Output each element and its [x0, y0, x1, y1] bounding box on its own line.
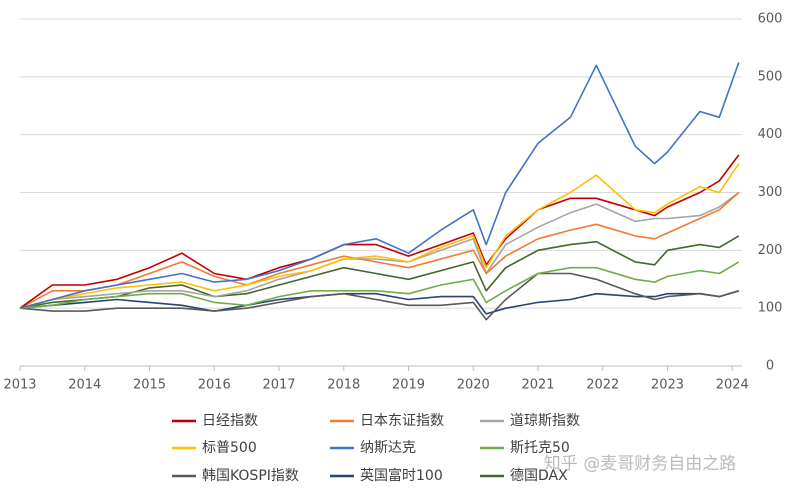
series-line	[19, 290, 740, 315]
legend-label: 德国DAX	[510, 468, 568, 484]
y-tick-label: 300	[758, 185, 783, 200]
x-tick-label: 2015	[133, 378, 166, 393]
x-tick-label: 2020	[457, 378, 490, 393]
y-tick-label: 100	[758, 301, 783, 316]
x-tick-label: 2023	[651, 378, 684, 393]
x-tick-label: 2016	[198, 378, 231, 393]
y-tick-label: 200	[758, 243, 783, 258]
legend-label: 斯托克50	[510, 440, 570, 456]
series-line	[19, 154, 740, 309]
legend-label: 英国富时100	[360, 467, 443, 484]
y-tick-label: 0	[766, 359, 774, 374]
series-line	[19, 272, 740, 321]
y-tick-label: 600	[758, 12, 783, 27]
x-tick-label: 2024	[716, 378, 749, 393]
series-line	[19, 191, 740, 309]
legend-label: 日本东证指数	[360, 413, 444, 429]
x-tick-label: 2017	[262, 378, 295, 393]
x-tick-label: 2021	[521, 378, 554, 393]
watermark: 知乎 @麦哥财务自由之路	[544, 454, 736, 474]
legend-label: 纳斯达克	[360, 440, 416, 456]
legend-label: 日经指数	[202, 413, 258, 429]
series-line	[19, 191, 740, 309]
series-line	[19, 235, 740, 309]
legend-label: 道琼斯指数	[510, 413, 580, 429]
x-tick-label: 2022	[586, 378, 619, 393]
x-tick-label: 2013	[3, 378, 36, 393]
series-line	[19, 62, 740, 309]
x-tick-label: 2019	[392, 378, 425, 393]
legend-label: 韩国KOSPI指数	[202, 468, 299, 484]
x-tick-label: 2014	[68, 378, 101, 393]
series-line	[19, 163, 740, 309]
series-line	[19, 261, 740, 309]
x-tick-label: 2018	[327, 378, 360, 393]
legend-label: 标普500	[202, 440, 257, 456]
y-tick-label: 500	[758, 69, 783, 84]
y-tick-label: 400	[758, 127, 783, 142]
